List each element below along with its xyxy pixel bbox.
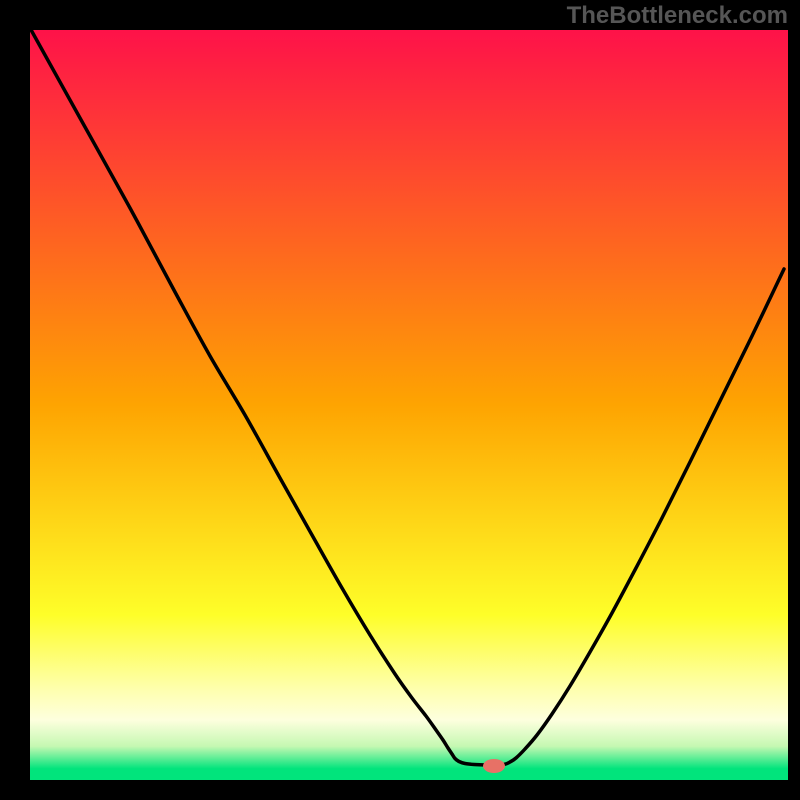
bottleneck-curve-layer: [0, 0, 800, 800]
bottleneck-curve: [30, 28, 784, 765]
watermark-label: TheBottleneck.com: [567, 2, 788, 30]
optimal-point-marker: [483, 759, 505, 773]
